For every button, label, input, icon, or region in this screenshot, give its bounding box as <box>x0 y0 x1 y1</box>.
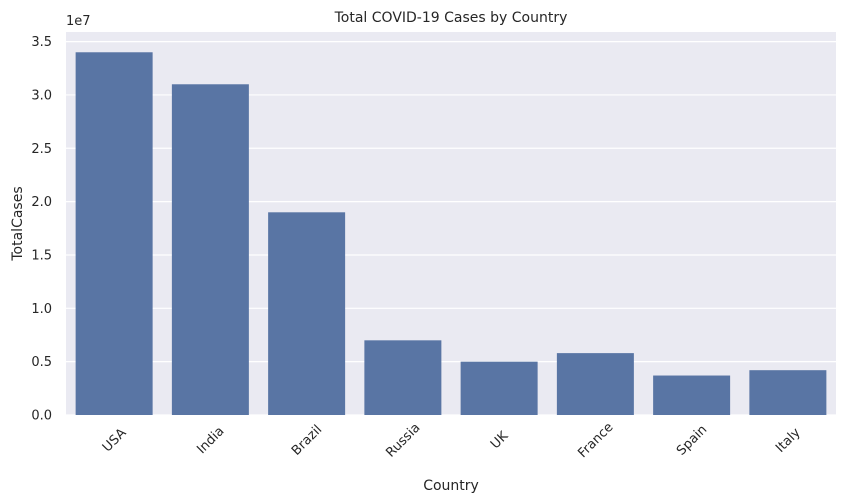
bar-russia <box>364 340 442 415</box>
bar-italy <box>749 370 827 415</box>
y-tick-label: 1.0 <box>31 302 52 317</box>
y-axis-ticks: 0.0 0.5 1.0 1.5 2.0 2.5 3.0 3.5 <box>31 35 52 423</box>
y-axis-label: TotalCases <box>10 186 26 261</box>
bar-france <box>556 353 634 415</box>
bars <box>75 52 827 416</box>
bar-uk <box>460 361 538 415</box>
x-tick-label: UK <box>488 429 512 453</box>
x-axis-label: Country <box>423 478 479 494</box>
x-tick-label: Russia <box>383 420 423 460</box>
chart-title: Total COVID-19 Cases by Country <box>334 10 568 26</box>
bar-brazil <box>268 212 346 415</box>
bar-india <box>171 84 249 416</box>
x-tick-label: Brazil <box>289 422 325 458</box>
y-axis-offset-label: 1e7 <box>66 14 91 29</box>
x-axis-ticks: USA India Brazil Russia UK France Spain Italy <box>100 420 804 461</box>
y-tick-label: 2.0 <box>31 195 52 210</box>
x-tick-label: India <box>194 424 227 457</box>
y-tick-label: 1.5 <box>31 248 52 263</box>
x-tick-label: USA <box>100 426 130 456</box>
x-tick-label: Spain <box>674 422 710 458</box>
y-tick-label: 3.5 <box>31 35 52 50</box>
bar-spain <box>653 375 731 415</box>
bar-usa <box>75 52 153 415</box>
y-tick-label: 0.0 <box>31 409 52 424</box>
x-tick-label: Italy <box>773 425 804 456</box>
y-tick-label: 0.5 <box>31 355 52 370</box>
x-tick-label: France <box>575 420 616 461</box>
y-tick-label: 3.0 <box>31 88 52 103</box>
y-tick-label: 2.5 <box>31 142 52 157</box>
